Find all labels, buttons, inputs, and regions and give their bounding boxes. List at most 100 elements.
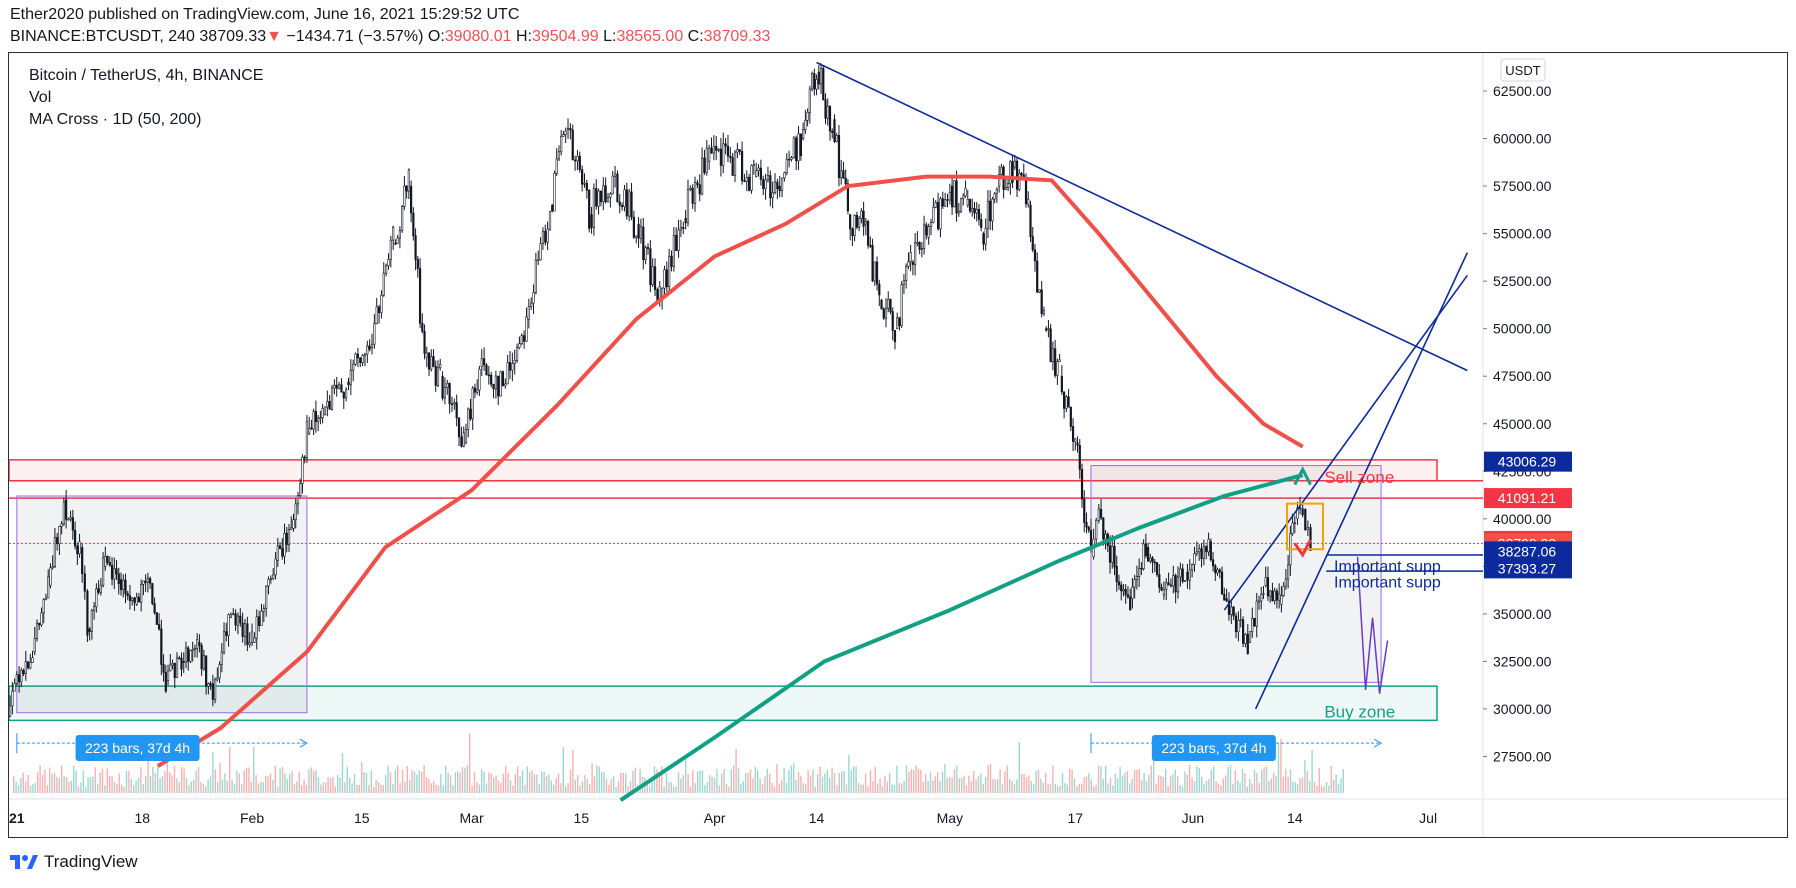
ma50-line: [156, 174, 1304, 768]
candle-body: [1009, 161, 1012, 184]
volume-bar: [58, 777, 60, 793]
volume-bar: [1234, 770, 1236, 793]
candle-body: [1176, 576, 1180, 593]
candle-body: [715, 145, 718, 151]
volume-bar: [152, 766, 154, 793]
candle-body: [144, 580, 147, 583]
candle-body: [1040, 289, 1043, 315]
candle-body: [849, 214, 852, 230]
candle-body: [1253, 617, 1256, 627]
volume-bar: [1071, 769, 1073, 793]
candle-body: [611, 175, 614, 195]
volume-bar: [682, 775, 684, 793]
volume-bar: [1126, 770, 1128, 793]
volume-bar: [421, 771, 423, 793]
candle-body: [1193, 553, 1196, 565]
volume-bar: [1088, 773, 1090, 793]
volume-bar: [853, 766, 855, 793]
candle-body: [1108, 545, 1112, 563]
candle-body: [995, 189, 998, 194]
volume-bar: [713, 777, 716, 793]
candle-body: [171, 662, 174, 666]
volume-bar: [605, 779, 608, 793]
x-tick-label: 18: [134, 810, 150, 826]
volume-bar: [1297, 784, 1299, 793]
volume-bar: [1258, 783, 1260, 793]
volume-bar: [1018, 742, 1020, 793]
candle-body: [310, 427, 313, 430]
volume-bar: [1301, 777, 1304, 793]
volume-bar: [668, 781, 670, 793]
candle-body: [880, 299, 883, 310]
volume-bar: [265, 776, 267, 793]
candle-body: [246, 623, 249, 645]
footer-brand[interactable]: TradingView: [10, 852, 138, 872]
candle-body: [506, 361, 509, 385]
candle-body: [1149, 557, 1152, 562]
range-arrow-head: [299, 738, 308, 748]
volume-bar: [884, 775, 886, 793]
candle-body: [1113, 545, 1116, 568]
candle-body: [1065, 396, 1068, 409]
candle-body: [1129, 596, 1132, 611]
volume-bar: [841, 771, 843, 793]
support-annotation: Important supp: [1334, 558, 1441, 575]
volume-bar: [749, 769, 752, 793]
candle-body: [250, 631, 254, 643]
candle-body: [1264, 577, 1267, 586]
candle-body: [425, 352, 428, 358]
volume-bar: [1232, 784, 1234, 793]
candle-body: [573, 159, 577, 162]
volume-bar: [298, 771, 300, 793]
volume-bar: [543, 771, 545, 793]
volume-bar: [483, 772, 485, 793]
candle-body: [122, 579, 125, 590]
candle-body: [748, 176, 751, 191]
candle-body: [1278, 593, 1281, 601]
y-tick-label: 32500.00: [1493, 653, 1552, 669]
candle-body: [778, 185, 781, 192]
volume-bar: [961, 777, 963, 793]
candle-body: [126, 593, 129, 597]
candle-body: [234, 613, 237, 626]
volume-bar: [560, 783, 562, 793]
chart-canvas[interactable]: Sell zone Buy zone Important suppImportant…: [9, 53, 1787, 837]
volume-bar: [351, 783, 353, 793]
candle-body: [501, 371, 505, 386]
volume-bar: [219, 763, 221, 793]
candle-body: [333, 384, 336, 389]
legend-ma-cross[interactable]: MA Cross · 1D (50, 200): [29, 111, 202, 128]
candle-body: [946, 199, 949, 201]
volume-bar: [113, 781, 116, 793]
candle-body: [944, 199, 947, 207]
y-tick-label: 62500.00: [1493, 83, 1552, 99]
candle-body: [1304, 509, 1307, 531]
candle-body: [932, 207, 935, 223]
candle-body: [964, 187, 967, 197]
volume-bar: [104, 785, 106, 793]
candle-body: [88, 628, 91, 632]
candle-body: [743, 180, 746, 182]
volume-bar: [622, 772, 624, 793]
volume-bar: [783, 768, 785, 793]
chart-frame[interactable]: Sell zone Buy zone Important supp Important…: [8, 52, 1788, 838]
y-tick-label: 52500.00: [1493, 273, 1552, 289]
candle-body: [1042, 310, 1046, 315]
candle-body: [1239, 619, 1242, 621]
volume-bar: [865, 773, 867, 793]
candle-body: [480, 358, 483, 368]
volume-bar: [1201, 776, 1203, 793]
candle-body: [146, 578, 149, 583]
legend-vol[interactable]: Vol: [29, 89, 52, 106]
volume-bar: [1253, 769, 1256, 793]
candle-body: [833, 119, 836, 142]
volume-bar: [80, 782, 82, 793]
candle-body: [53, 537, 57, 567]
candle-body: [663, 269, 666, 289]
candle-body: [989, 200, 992, 222]
volume-bar: [872, 781, 874, 793]
candle-body: [520, 335, 523, 345]
candle-body: [1104, 533, 1107, 540]
candle-body: [1223, 593, 1226, 601]
volume-bar: [1057, 786, 1059, 793]
